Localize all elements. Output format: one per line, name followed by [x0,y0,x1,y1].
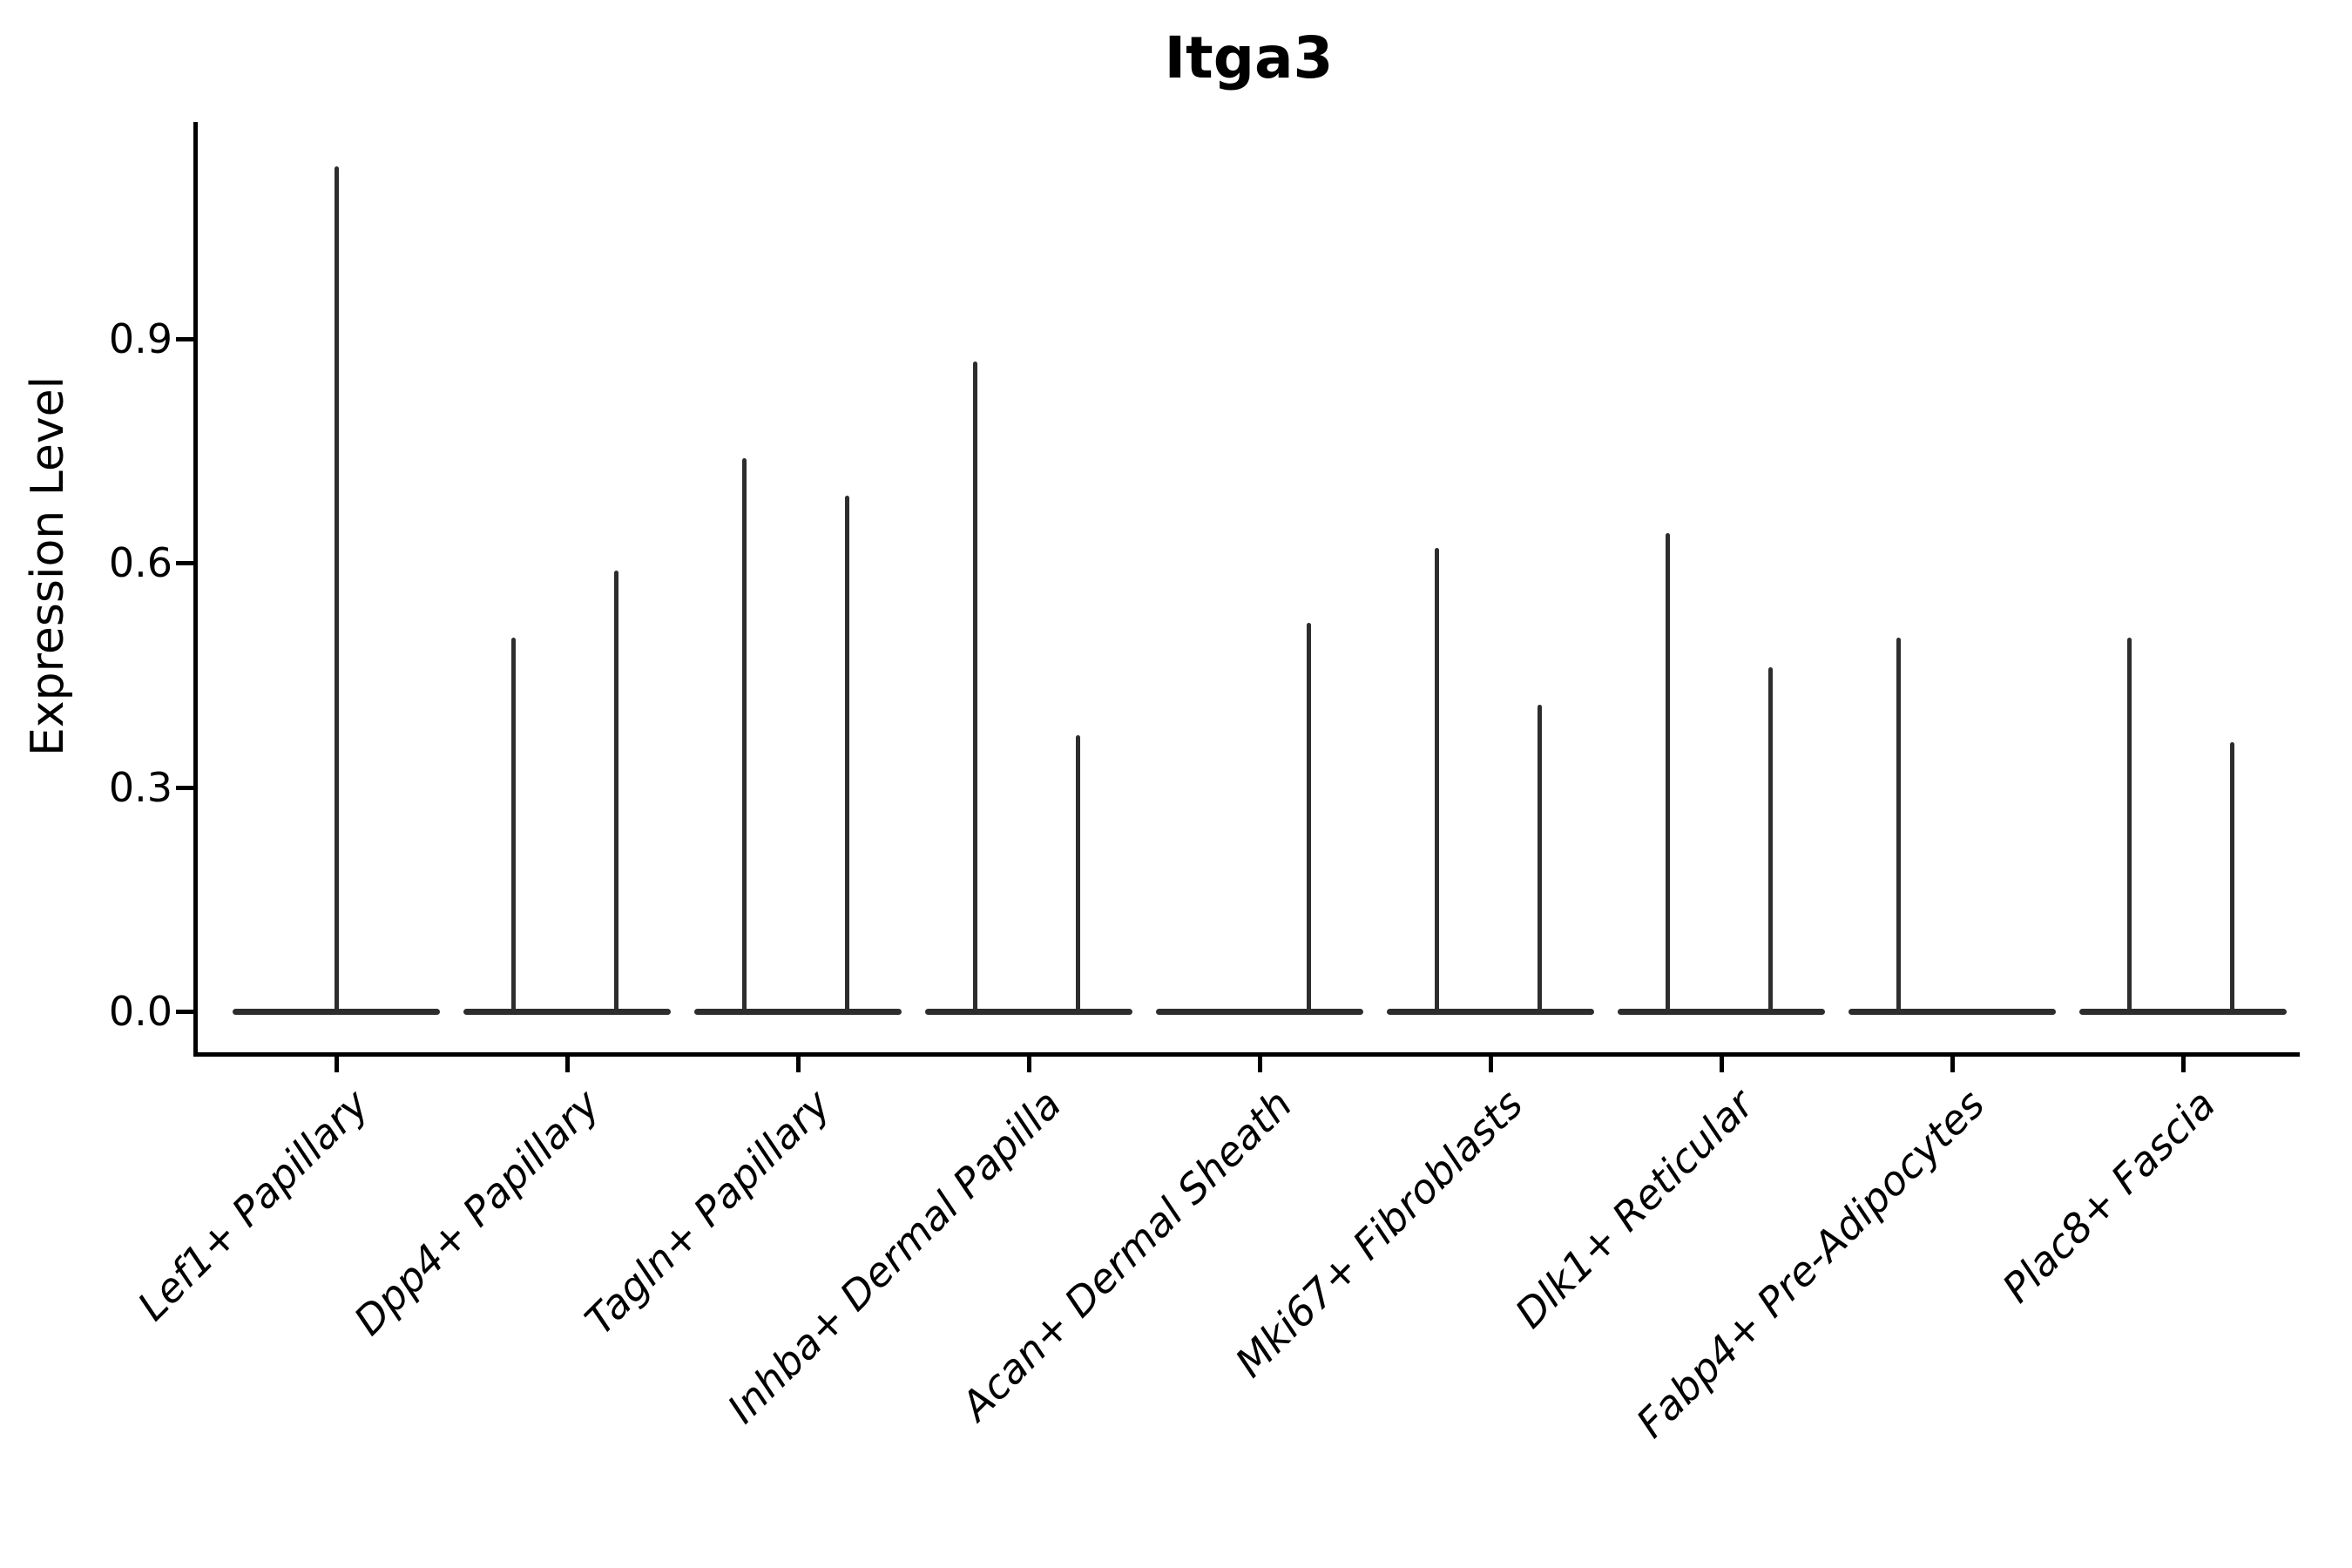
y-tick-label: 0.0 [108,988,172,1035]
x-tick-mark [565,1057,570,1072]
x-tick-mark [1950,1057,1955,1072]
violin-spike [511,638,516,1011]
y-tick-mark [176,785,193,790]
violin-spike [335,166,339,1011]
violin-base [233,1009,440,1015]
violin-spike [1538,705,1542,1011]
violin-base [925,1009,1132,1015]
violin-spike [1076,734,1080,1011]
y-tick-mark [176,336,193,341]
violin-spike [2230,742,2234,1011]
violin-spike [614,570,618,1011]
x-tick-mark [335,1057,339,1072]
y-tick-mark [176,1010,193,1014]
violin-spike [973,361,977,1011]
violin-spike [1896,638,1901,1011]
violin-base [694,1009,902,1015]
y-tick-mark [176,561,193,566]
violin-base [463,1009,671,1015]
violin-spike [742,458,747,1011]
violin-spike [2127,638,2132,1011]
x-tick-mark [1489,1057,1493,1072]
violin-base [1848,1009,2056,1015]
x-tick-mark [1027,1057,1031,1072]
y-tick-label: 0.6 [108,539,172,587]
violin-base [2079,1009,2287,1015]
violin-base [1387,1009,1594,1015]
y-tick-label: 0.9 [108,314,172,362]
violin-spike [1768,667,1773,1011]
x-tick-mark [2181,1057,2186,1072]
violin-spike [1435,548,1439,1011]
x-tick-mark [796,1057,801,1072]
y-axis-spine [193,122,198,1057]
violin-base [1618,1009,1825,1015]
x-tick-mark [1258,1057,1262,1072]
y-tick-label: 0.3 [108,763,172,811]
violin-spike [1666,532,1670,1011]
x-tick-mark [1720,1057,1724,1072]
violin-base [1156,1009,1363,1015]
violin-spike [845,495,849,1011]
violin-spike [1307,622,1311,1011]
chart-title: Itga3 [1164,24,1334,91]
x-axis-spine [193,1052,2300,1057]
